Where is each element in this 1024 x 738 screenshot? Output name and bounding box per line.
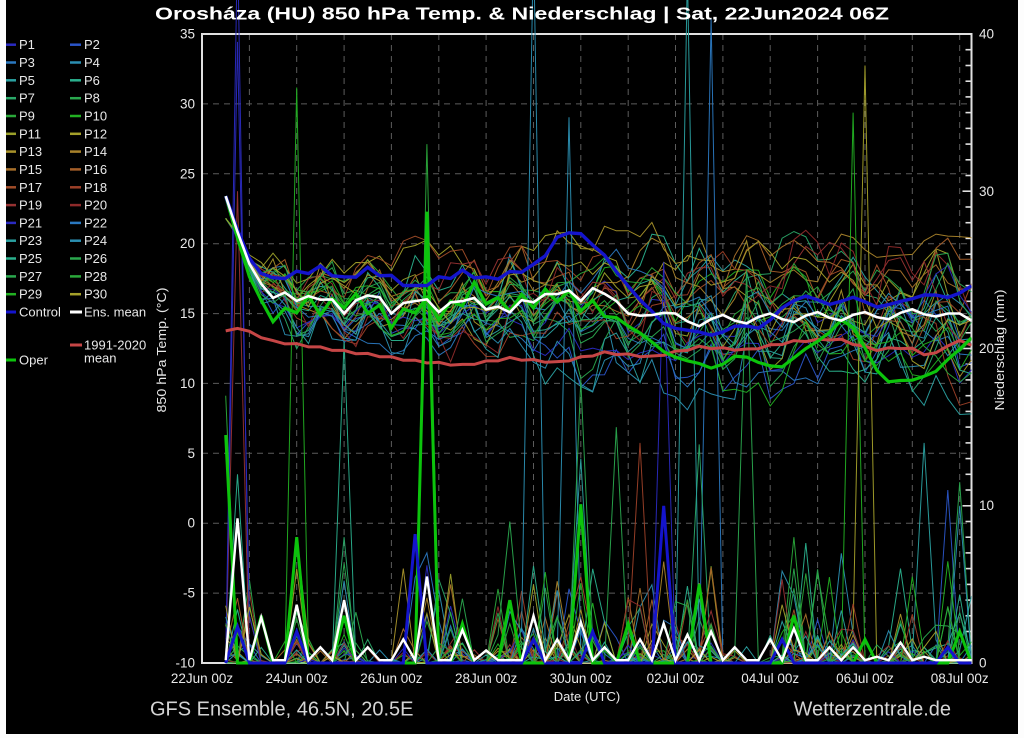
svg-text:-10: -10	[175, 656, 195, 671]
svg-text:mean: mean	[84, 351, 117, 366]
svg-text:P1: P1	[19, 37, 35, 52]
svg-text:Date (UTC): Date (UTC)	[554, 689, 620, 704]
svg-text:24Jun 00z: 24Jun 00z	[266, 671, 329, 686]
svg-text:Oper: Oper	[19, 353, 49, 368]
svg-text:02Jul 00z: 02Jul 00z	[647, 671, 705, 686]
svg-text:P21: P21	[19, 215, 42, 230]
svg-text:P9: P9	[19, 109, 35, 124]
svg-text:P16: P16	[84, 162, 107, 177]
svg-text:P7: P7	[19, 91, 35, 106]
svg-text:P20: P20	[84, 198, 107, 213]
svg-text:30Jun 00z: 30Jun 00z	[550, 671, 613, 686]
svg-text:P12: P12	[84, 126, 107, 141]
svg-text:06Jul 00z: 06Jul 00z	[836, 671, 894, 686]
svg-text:P23: P23	[19, 233, 42, 248]
svg-text:Orosháza (HU) 850 hPa Temp.: Orosháza (HU) 850 hPa Temp. & Niederschl…	[155, 4, 889, 24]
svg-text:10: 10	[180, 376, 195, 391]
svg-text:P24: P24	[84, 233, 107, 248]
svg-text:10: 10	[979, 498, 994, 513]
svg-text:20: 20	[180, 236, 195, 251]
svg-text:P6: P6	[84, 73, 100, 88]
svg-text:P25: P25	[19, 251, 42, 266]
svg-text:22Jun 00z: 22Jun 00z	[171, 671, 234, 686]
svg-text:0: 0	[187, 516, 195, 531]
svg-text:P30: P30	[84, 287, 107, 302]
svg-text:P17: P17	[19, 180, 42, 195]
svg-text:P4: P4	[84, 55, 100, 70]
svg-text:P10: P10	[84, 109, 107, 124]
svg-text:P26: P26	[84, 251, 107, 266]
svg-text:04Jul 00z: 04Jul 00z	[741, 671, 799, 686]
svg-text:28Jun 00z: 28Jun 00z	[455, 671, 518, 686]
svg-text:30: 30	[979, 184, 994, 199]
svg-text:P29: P29	[19, 287, 42, 302]
svg-text:20: 20	[979, 341, 994, 356]
svg-text:40: 40	[979, 27, 994, 42]
svg-text:P5: P5	[19, 73, 35, 88]
svg-text:P19: P19	[19, 198, 42, 213]
svg-text:P27: P27	[19, 269, 42, 284]
svg-text:0: 0	[979, 656, 987, 671]
svg-text:25: 25	[180, 166, 195, 181]
svg-text:30: 30	[180, 96, 195, 111]
svg-text:P28: P28	[84, 269, 107, 284]
svg-text:P15: P15	[19, 162, 42, 177]
svg-text:P8: P8	[84, 91, 100, 106]
svg-text:850 hPa Temp. (°C): 850 hPa Temp. (°C)	[154, 288, 169, 413]
svg-text:Ens. mean: Ens. mean	[84, 305, 146, 320]
svg-text:GFS Ensemble, 46.5N, 20.5E: GFS Ensemble, 46.5N, 20.5E	[150, 699, 413, 721]
svg-text:26Jun 00z: 26Jun 00z	[360, 671, 423, 686]
svg-text:15: 15	[180, 306, 195, 321]
svg-text:P3: P3	[19, 55, 35, 70]
svg-text:P22: P22	[84, 215, 107, 230]
svg-text:-5: -5	[183, 586, 195, 601]
svg-text:08Jul 00z: 08Jul 00z	[931, 671, 989, 686]
svg-text:Control: Control	[19, 305, 61, 320]
svg-text:P13: P13	[19, 144, 42, 159]
svg-text:P2: P2	[84, 37, 100, 52]
svg-text:P18: P18	[84, 180, 107, 195]
svg-text:Niederschlag (mm): Niederschlag (mm)	[992, 290, 1007, 411]
svg-text:P11: P11	[19, 126, 41, 141]
svg-text:1991-2020: 1991-2020	[84, 338, 146, 353]
svg-text:35: 35	[180, 27, 195, 42]
svg-text:Wetterzentrale.de: Wetterzentrale.de	[794, 699, 952, 721]
svg-text:P14: P14	[84, 144, 107, 159]
svg-text:5: 5	[187, 446, 195, 461]
